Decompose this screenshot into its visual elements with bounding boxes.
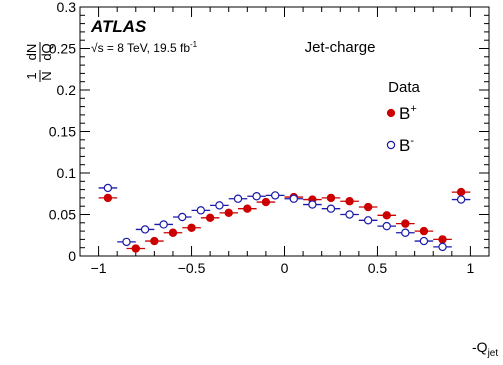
energy-text: √s = 8 TeV, 19.5 fb — [91, 41, 190, 55]
data-point-bplus — [363, 202, 373, 212]
data-point-bminus — [122, 237, 131, 247]
data-point-bplus — [131, 244, 140, 253]
data-point-bplus — [205, 213, 215, 223]
x-label-main: -Q — [472, 339, 488, 355]
data-point-bminus — [456, 195, 466, 204]
legend-marker-bminus — [386, 140, 396, 150]
data-point-bplus — [168, 228, 178, 237]
x-ticks: −1 −0.5 0 0.5 1 — [79, 7, 490, 276]
data-point-bminus — [419, 236, 429, 246]
legend: Data B+ B- — [386, 79, 420, 155]
data-point-bminus — [159, 220, 168, 229]
data-point-bminus — [326, 204, 336, 213]
data-point-bminus — [103, 183, 113, 193]
data-point-bplus — [382, 211, 391, 220]
data-point-bminus — [289, 194, 298, 203]
y-label-num-left: 1 — [24, 72, 39, 79]
energy-lumi-label: √s = 8 TeV, 19.5 fb-1 — [91, 40, 198, 55]
data-point-bplus — [187, 223, 196, 232]
x-tick-label: 0.5 — [368, 260, 388, 276]
y-tick-label: 0.2 — [57, 82, 77, 98]
y-label-num-right: dN — [24, 44, 39, 61]
data-point-bplus — [419, 226, 429, 236]
data-point-bminus — [363, 216, 373, 225]
experiment-label: ATLAS — [90, 17, 147, 36]
x-label-subscript: jet — [487, 348, 499, 359]
y-tick-label: 0.15 — [49, 124, 76, 140]
data-point-bplus — [345, 197, 354, 206]
data-point-bminus — [308, 200, 317, 209]
data-point-bminus — [438, 242, 447, 252]
x-tick-label: 1 — [467, 260, 475, 276]
legend-title: Data — [388, 79, 420, 96]
legend-label-bminus: B- — [399, 135, 414, 155]
y-tick-label: 0.3 — [57, 0, 77, 15]
plot-title: Jet-charge — [305, 39, 376, 56]
data-point-bminus — [215, 201, 224, 210]
data-point-bplus — [261, 197, 271, 207]
data-point-bminus — [140, 225, 150, 234]
data-point-bminus — [271, 191, 280, 200]
y-tick-label: 0 — [68, 248, 76, 264]
data-point-bminus — [196, 206, 206, 215]
data-point-bminus — [233, 194, 243, 203]
data-point-bminus — [252, 192, 261, 201]
y-label-den-left: N — [39, 71, 54, 80]
legend-label-bplus: B+ — [399, 103, 417, 123]
data-point-bplus — [438, 235, 447, 244]
legend-bminus-main: B — [399, 136, 410, 155]
x-tick-label: −0.5 — [178, 260, 206, 276]
data-layer — [98, 183, 471, 253]
data-point-bminus — [345, 210, 354, 219]
data-point-bminus — [401, 228, 410, 237]
legend-marker-bplus — [386, 108, 396, 118]
legend-bplus-main: B — [399, 104, 410, 123]
x-axis-label: -Qjet — [472, 339, 498, 359]
y-axis-label: 1 N dN dQ — [24, 42, 54, 82]
legend-bplus-sup: + — [410, 103, 416, 115]
data-point-bplus — [401, 219, 410, 228]
y-tick-label: 0.05 — [49, 207, 76, 223]
data-point-bplus — [326, 193, 336, 203]
y-ticks: 0 0.05 0.1 0.15 0.2 0.25 0.3 — [49, 0, 489, 264]
legend-bminus-sup: - — [410, 135, 414, 147]
x-tick-label: 0 — [281, 260, 289, 276]
y-label-den-right: dQ — [39, 43, 54, 60]
data-point-bplus — [224, 208, 233, 218]
x-tick-label: −1 — [91, 260, 107, 276]
energy-superscript: -1 — [190, 40, 198, 49]
data-point-bminus — [382, 221, 391, 231]
data-point-bplus — [150, 236, 159, 246]
y-tick-label: 0.1 — [57, 165, 77, 181]
data-point-bminus — [178, 212, 187, 222]
data-point-bplus — [456, 187, 466, 197]
data-point-bplus — [243, 204, 252, 213]
data-point-bplus — [103, 193, 113, 203]
y-tick-label: 0.25 — [49, 41, 76, 57]
